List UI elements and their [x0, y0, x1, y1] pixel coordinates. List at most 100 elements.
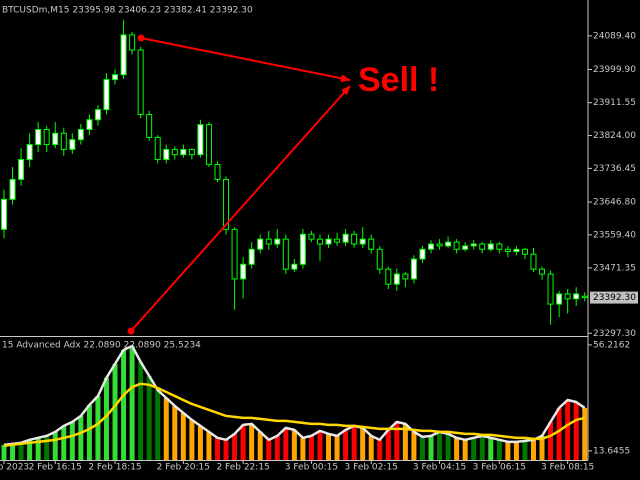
candle-body [214, 163, 221, 180]
adx-bar [385, 429, 391, 460]
candle-body [180, 148, 187, 156]
candle-body [351, 233, 358, 245]
candle-body [112, 74, 119, 81]
adx-bar [61, 425, 67, 460]
candle-body [69, 139, 76, 150]
candle-body [9, 178, 16, 200]
candle-body [26, 144, 33, 161]
adx-bar [582, 407, 588, 460]
indicator-line [3, 382, 586, 448]
candle-body [35, 129, 42, 146]
candle-body [445, 241, 452, 247]
candle-body [385, 268, 392, 285]
candle-body [231, 228, 238, 280]
candle-body [77, 129, 84, 141]
indicator-line [3, 344, 586, 447]
adx-bar [428, 435, 434, 460]
candle-body [60, 132, 67, 150]
candle-body [52, 132, 59, 146]
adx-bar [300, 437, 306, 460]
candle-body [94, 109, 101, 121]
adx-bar [317, 430, 323, 460]
candle-body [410, 258, 417, 280]
adx-bar [249, 423, 255, 460]
adx-bar [103, 377, 109, 460]
x-tick-label: 2 Feb 2023 [0, 463, 29, 473]
candle-body [265, 238, 272, 245]
candle-body [513, 248, 520, 253]
adx-bar [274, 435, 280, 460]
candle-body [325, 238, 332, 245]
adx-bar [52, 431, 58, 460]
x-tick-label: 3 Feb 08:15 [541, 463, 594, 473]
candle-body [163, 148, 170, 161]
adx-bar [351, 425, 357, 460]
candle-body [581, 295, 588, 299]
adx-bar [411, 431, 417, 460]
candle-body [291, 263, 298, 270]
y-tick-label: 23297.30 [593, 329, 636, 339]
adx-bar [112, 363, 118, 460]
candle-body [146, 114, 153, 138]
adx-bar [556, 407, 562, 460]
candle-body [257, 238, 264, 250]
x-tick-label: 3 Feb 04:15 [413, 463, 466, 473]
adx-bar [343, 429, 349, 460]
candle-body [470, 243, 477, 247]
y-tick-label: 23646.80 [593, 198, 636, 208]
candle-body [393, 273, 400, 285]
candle-body [462, 245, 469, 250]
y-tick-label: 23736.45 [593, 164, 636, 174]
candle-body [453, 241, 460, 250]
adx-bar [548, 421, 554, 460]
candle-body [18, 159, 25, 180]
adx-bar [86, 404, 92, 460]
candle-body [308, 233, 315, 240]
arrow-dot [137, 34, 145, 42]
candle-body [419, 248, 426, 260]
candle-body [103, 79, 110, 111]
candle-body [240, 263, 247, 280]
adx-bar [138, 361, 144, 460]
x-tick-label: 2 Feb 18:15 [88, 463, 141, 473]
adx-bar [326, 433, 332, 460]
candle-body [43, 129, 50, 146]
sell-annotation: Sell ! [358, 61, 439, 99]
adx-bar [462, 439, 468, 460]
adx-bar [146, 375, 152, 460]
candle-body [205, 124, 212, 165]
adx-bar [180, 412, 186, 460]
y-tick-label: 56.2162 [593, 340, 630, 350]
y-tick-label: 23559.40 [593, 230, 636, 240]
adx-bar [189, 419, 195, 460]
adx-bar [539, 435, 545, 460]
adx-bar [78, 415, 84, 460]
adx-bar [522, 440, 528, 460]
candle-body [154, 136, 161, 161]
candle-body [274, 238, 281, 245]
arrow-dot [127, 327, 135, 335]
y-tick-label: 23824.00 [593, 131, 636, 141]
adx-bar [206, 431, 212, 460]
y-tick-label: 23471.35 [593, 263, 636, 273]
adx-bar [121, 349, 127, 460]
adx-bar [334, 435, 340, 460]
candle-body [171, 148, 178, 156]
adx-bar [530, 439, 536, 460]
adx-bar [368, 435, 374, 460]
candle-body [376, 248, 383, 270]
adx-bar [257, 431, 263, 460]
candle-body [188, 148, 195, 156]
adx-bar [10, 443, 16, 460]
adx-bar [496, 439, 502, 460]
candle-body [521, 248, 528, 255]
candle-body [530, 253, 537, 270]
adx-bar [18, 442, 24, 460]
adx-bar [69, 421, 75, 460]
candle-body [359, 238, 366, 245]
candle-body [539, 268, 546, 275]
adx-bar [360, 427, 366, 460]
candle-body [428, 243, 434, 250]
candle-body [1, 198, 7, 230]
